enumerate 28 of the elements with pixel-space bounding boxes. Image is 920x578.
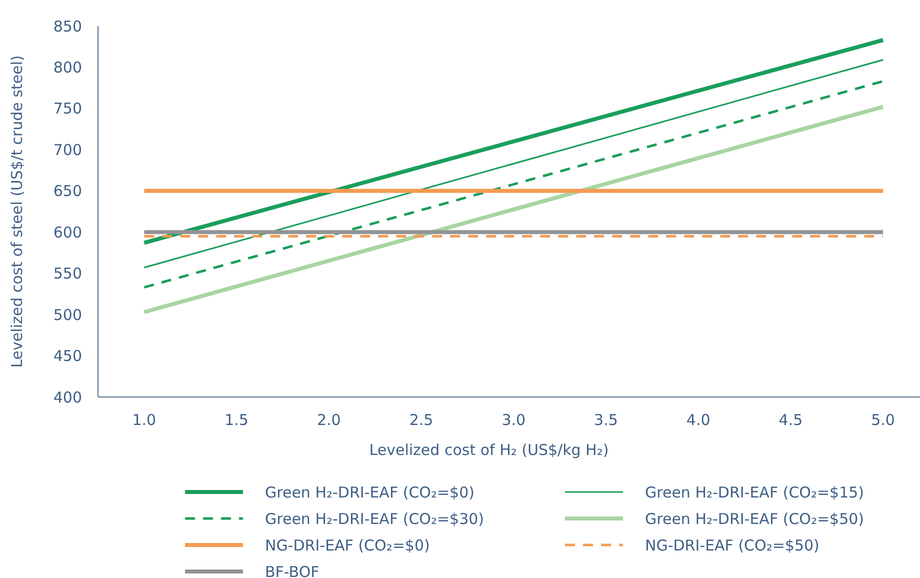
legend-label: NG-DRI-EAF (CO₂=$50)	[645, 536, 820, 554]
x-tick-label: 4.5	[778, 411, 803, 429]
y-tick-label: 800	[53, 58, 82, 76]
y-tick-label: 400	[53, 388, 82, 406]
y-tick-label: 750	[53, 100, 82, 118]
legend-label: BF-BOF	[265, 562, 320, 578]
y-axis-title: Levelized cost of steel (US$/t crude steel)	[8, 55, 26, 368]
legend-label: Green H₂-DRI-EAF (CO₂=$30)	[265, 510, 484, 528]
x-tick-label: 5.0	[871, 411, 895, 429]
legend-label: Green H₂-DRI-EAF (CO₂=$0)	[265, 483, 474, 502]
y-tick-label: 650	[53, 182, 82, 200]
y-tick-label: 600	[53, 223, 82, 242]
x-tick-label: 1.5	[224, 411, 248, 429]
x-tick-label: 2.0	[316, 411, 341, 429]
y-tick-label: 500	[53, 306, 82, 324]
legend-label: Green H₂-DRI-EAF (CO₂=$50)	[645, 510, 864, 528]
y-tick-label: 850	[53, 17, 82, 36]
x-axis-title: Levelized cost of H₂ (US$/kg H₂)	[369, 441, 609, 459]
y-tick-label: 700	[53, 140, 82, 159]
x-tick-label: 3.0	[502, 411, 526, 429]
y-tick-label: 450	[53, 347, 82, 366]
y-tick-label: 550	[53, 264, 82, 283]
x-tick-label: 4.0	[686, 411, 710, 429]
legend-label: Green H₂-DRI-EAF (CO₂=$15)	[645, 483, 864, 502]
x-tick-label: 3.5	[594, 411, 618, 429]
x-tick-label: 1.0	[132, 411, 156, 429]
legend-label: NG-DRI-EAF (CO₂=$0)	[265, 536, 430, 554]
x-tick-label: 2.5	[409, 411, 434, 429]
